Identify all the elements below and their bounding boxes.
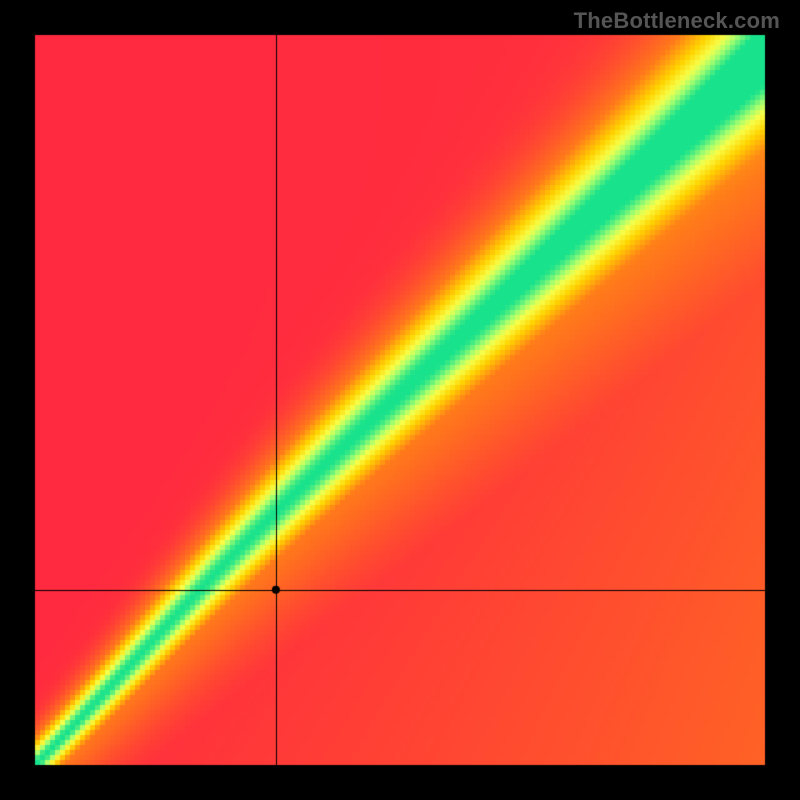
- watermark-text: TheBottleneck.com: [574, 8, 780, 34]
- bottleneck-heatmap-canvas: [0, 0, 800, 800]
